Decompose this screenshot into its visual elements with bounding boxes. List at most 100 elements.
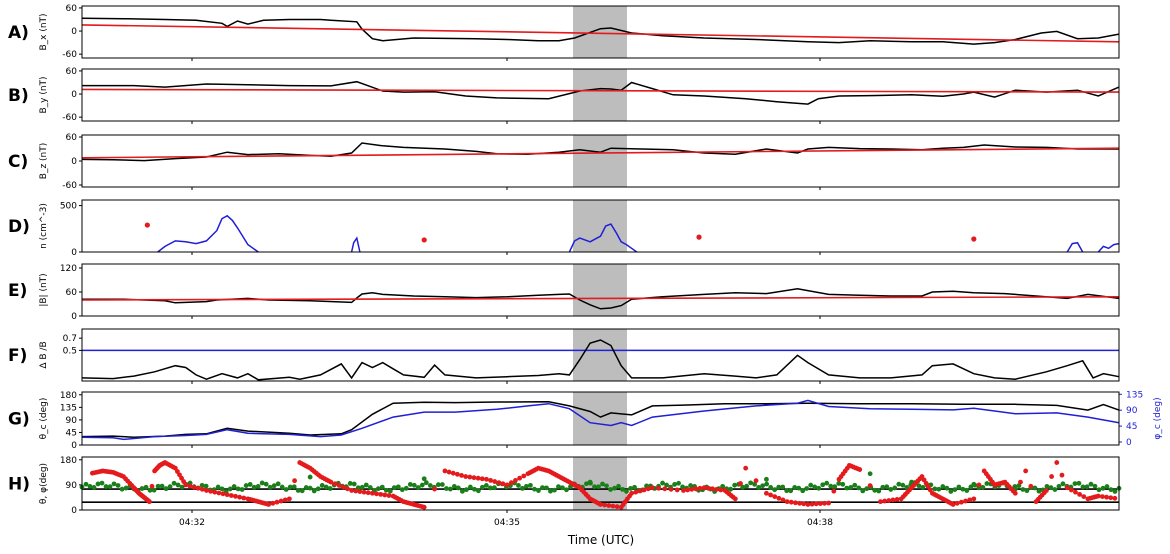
data-point-green (359, 484, 365, 490)
data-point-green (139, 486, 145, 491)
data-point-green (395, 484, 401, 490)
data-point-red (144, 222, 150, 228)
x-tick-label: 04:38 (807, 518, 833, 528)
data-point-green (363, 482, 369, 488)
data-point-green (960, 486, 966, 492)
shaded-interval (573, 200, 627, 252)
data-point-red (805, 502, 811, 507)
data-point-green (848, 485, 854, 490)
data-point-red (614, 504, 620, 510)
data-point-red (340, 484, 346, 490)
data-point-red (361, 489, 367, 495)
data-point-green (860, 488, 866, 494)
data-point-red (386, 493, 392, 498)
data-point-green (600, 481, 605, 487)
y-tick-label: 60 (66, 133, 78, 143)
data-point-green (227, 486, 233, 492)
data-point-green (1048, 485, 1054, 491)
data-point-red (450, 470, 456, 476)
data-point-green (383, 487, 389, 493)
right-y-tick-label: 135 (1126, 390, 1143, 400)
data-point-green (387, 488, 393, 494)
data-point-green (483, 482, 489, 488)
data-point-green (560, 485, 565, 491)
y-tick-label: 45 (66, 428, 77, 438)
data-point-green (1072, 481, 1078, 486)
y-tick-label: 0 (71, 27, 77, 37)
data-point-red (637, 488, 643, 494)
panel-frame (81, 391, 1120, 446)
y-axis-label: B_x (nT) (39, 13, 49, 50)
y-tick-label: 500 (60, 202, 77, 212)
data-point-green (1044, 483, 1050, 489)
y-tick-label: -60 (62, 181, 77, 191)
data-point-green (812, 484, 818, 490)
data-point-red (199, 486, 205, 492)
panel-label: E) (8, 281, 27, 301)
series-line-black (81, 401, 1120, 438)
data-point-green (295, 488, 301, 493)
data-point-green (808, 482, 814, 488)
data-point-red (212, 489, 218, 495)
data-point-green (728, 486, 734, 492)
data-point-green (423, 480, 429, 486)
data-point-red (496, 480, 502, 486)
data-point-green (411, 482, 417, 488)
data-point-green (944, 485, 950, 491)
data-point-green (163, 486, 169, 492)
data-point-green (103, 484, 109, 489)
data-point-red (878, 499, 883, 505)
data-point-green (175, 482, 181, 488)
data-point-red (743, 465, 749, 471)
data-point-green (271, 483, 277, 489)
data-point-green (784, 488, 790, 494)
data-point-red (882, 498, 888, 504)
data-point-green (1036, 488, 1042, 494)
data-point-green (279, 484, 285, 490)
data-point-green (876, 488, 882, 494)
data-point-green (219, 486, 225, 492)
data-point-red (349, 488, 355, 493)
data-point-green (896, 481, 902, 487)
data-point-green (315, 486, 321, 492)
y-tick-label: 0 (71, 441, 77, 451)
x-tick-label: 04:35 (494, 518, 520, 528)
shaded-interval (573, 6, 627, 58)
data-point-green (632, 484, 637, 490)
right-y-axis-label: φ_c (deg) (1153, 397, 1163, 439)
data-point-red (369, 490, 375, 496)
data-point-green (788, 488, 794, 494)
data-point-red (220, 491, 226, 497)
series-line-blue (350, 236, 361, 253)
data-point-red (598, 502, 603, 507)
data-point-green (528, 482, 533, 488)
y-tick-label: -60 (62, 113, 77, 123)
data-point-red (1049, 474, 1054, 479)
data-point-green (840, 481, 846, 487)
data-point-red (328, 479, 334, 485)
data-point-green (664, 482, 669, 488)
data-point-green (672, 482, 677, 487)
data-point-green (323, 484, 329, 490)
y-tick-label: 135 (60, 403, 77, 413)
data-point-red (204, 488, 209, 493)
data-point-green (147, 487, 153, 493)
data-point-green (1032, 485, 1038, 491)
y-axis-label: B_y (nT) (39, 76, 49, 113)
series-line-blue (81, 399, 1120, 441)
data-point-red (274, 499, 280, 505)
data-point-green (421, 476, 427, 482)
data-point-green (867, 471, 873, 477)
data-point-red (1068, 487, 1074, 493)
panel-label: A) (8, 23, 29, 43)
data-point-red (1077, 491, 1082, 497)
data-point-green (556, 484, 561, 490)
data-point-green (367, 485, 373, 490)
data-point-red (714, 486, 720, 492)
data-point-green (1060, 481, 1066, 487)
y-tick-label: 90 (66, 481, 78, 491)
data-point-red (504, 482, 510, 488)
data-point-green (239, 487, 245, 492)
panel-e: E) |B| (nT) 120 60 0 (8, 263, 1120, 322)
data-point-red (459, 473, 464, 478)
